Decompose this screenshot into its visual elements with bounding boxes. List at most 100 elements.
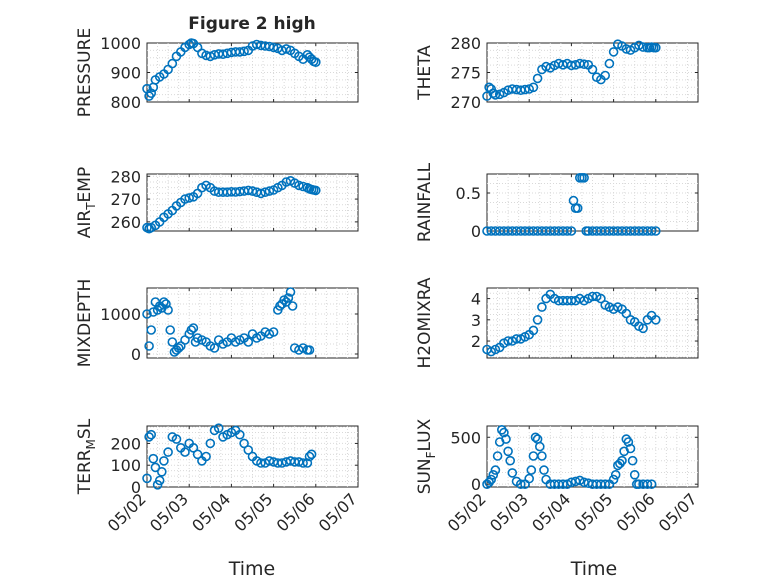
data-point — [304, 451, 315, 462]
data-point — [646, 479, 657, 490]
data-point — [287, 301, 298, 311]
data-point — [539, 465, 549, 475]
data-point — [566, 295, 577, 306]
data-point — [596, 293, 606, 304]
data-point — [188, 323, 199, 333]
series-markers — [482, 289, 661, 357]
data-point — [507, 468, 518, 478]
data-point — [572, 203, 583, 213]
grid — [147, 174, 358, 231]
y-tick-label: 270 — [110, 190, 141, 209]
subplot-sun-flux: 0 500 SUNFLUX 05/0205/0305/0405/0505/0605/0… — [415, 418, 701, 535]
data-point — [623, 437, 634, 447]
subplot-pressure: 800 900 1000 PRESSURE — [75, 28, 359, 117]
data-point — [180, 447, 190, 457]
x-tick-label: 05/03 — [486, 489, 532, 535]
data-point — [161, 299, 171, 309]
data-point — [520, 84, 530, 95]
grid — [487, 174, 698, 231]
x-tick-label: 05/07 — [655, 489, 701, 535]
y-axis-label-subscript: M — [84, 439, 98, 449]
data-point — [306, 449, 317, 460]
data-point — [157, 466, 167, 477]
data-point — [188, 442, 199, 453]
data-point — [142, 309, 152, 319]
data-point — [294, 180, 304, 191]
data-point — [515, 479, 526, 490]
data-point — [505, 455, 516, 466]
y-tick-label: 1000 — [100, 34, 141, 53]
data-point — [239, 438, 249, 449]
data-point — [201, 451, 211, 462]
data-point — [604, 58, 615, 69]
data-point — [534, 441, 545, 452]
data-point — [264, 186, 275, 196]
x-tick-label: 05/04 — [188, 489, 234, 535]
y-tick-label: 4 — [471, 290, 481, 309]
data-point — [247, 186, 258, 196]
data-point — [146, 429, 156, 440]
subplot-air-temp: 260 270 280 AIRTEMP — [75, 167, 359, 238]
y-axis-label-tail: SL — [75, 418, 95, 439]
x-tick-label: 05/05 — [230, 489, 276, 535]
data-point — [610, 469, 621, 480]
data-point — [239, 46, 249, 57]
x-tick-label: 05/06 — [613, 489, 659, 535]
data-point — [260, 187, 271, 197]
data-point — [499, 427, 509, 438]
data-point — [526, 465, 537, 475]
series-markers — [142, 423, 317, 490]
data-point — [627, 455, 638, 466]
data-point — [566, 226, 577, 236]
data-point — [503, 336, 513, 346]
data-point — [490, 90, 501, 100]
data-point — [298, 458, 308, 468]
data-point — [150, 462, 161, 473]
y-axis-label-main: THETA — [415, 45, 435, 101]
subplot-h2omixra: 2 3 4 H2OMIXRA — [415, 277, 699, 369]
y-axis-label-main: MIXDEPTH — [75, 279, 95, 368]
data-point — [167, 337, 178, 347]
y-tick-label: 280 — [450, 34, 481, 53]
x-tick-label: 05/07 — [315, 489, 361, 535]
grid — [487, 288, 698, 358]
data-point — [148, 453, 159, 464]
y-tick-label: 200 — [110, 434, 141, 453]
x-axis-label-left: Time — [228, 558, 276, 580]
subplot-theta: 270 275 280 THETA — [415, 34, 699, 112]
data-point — [642, 479, 653, 490]
data-point — [492, 451, 503, 461]
data-point — [579, 173, 589, 183]
y-tick-label: 0 — [471, 475, 481, 494]
y-axis-label-tail: EMP — [75, 167, 95, 203]
data-point — [532, 314, 543, 325]
data-point — [650, 42, 661, 53]
data-point — [277, 458, 287, 468]
data-point — [528, 82, 539, 93]
data-point — [587, 291, 598, 302]
data-point — [256, 188, 266, 199]
data-point — [243, 445, 254, 455]
data-point — [503, 446, 513, 457]
data-point — [146, 88, 156, 98]
data-point — [165, 325, 175, 335]
y-tick-label: 0.5 — [456, 184, 481, 203]
data-point — [142, 473, 152, 484]
data-point — [528, 325, 539, 336]
data-point — [298, 181, 308, 192]
data-point — [310, 57, 321, 68]
subplot-terr-msl: 0 100 200 TERRMSL 05/0205/0305/0405/0505/060… — [75, 418, 361, 535]
data-point — [159, 297, 169, 307]
x-axis-label-right: Time — [570, 558, 618, 580]
data-point — [283, 293, 294, 303]
y-axis-label-main: RAINFALL — [415, 162, 435, 242]
y-tick-label: 270 — [450, 93, 481, 112]
data-point — [209, 343, 220, 353]
data-point — [146, 325, 156, 335]
data-point — [159, 456, 169, 466]
series-markers — [482, 424, 657, 490]
y-tick-label: 900 — [110, 64, 141, 83]
data-point — [646, 226, 657, 236]
data-point — [537, 451, 547, 461]
data-point — [180, 194, 190, 204]
